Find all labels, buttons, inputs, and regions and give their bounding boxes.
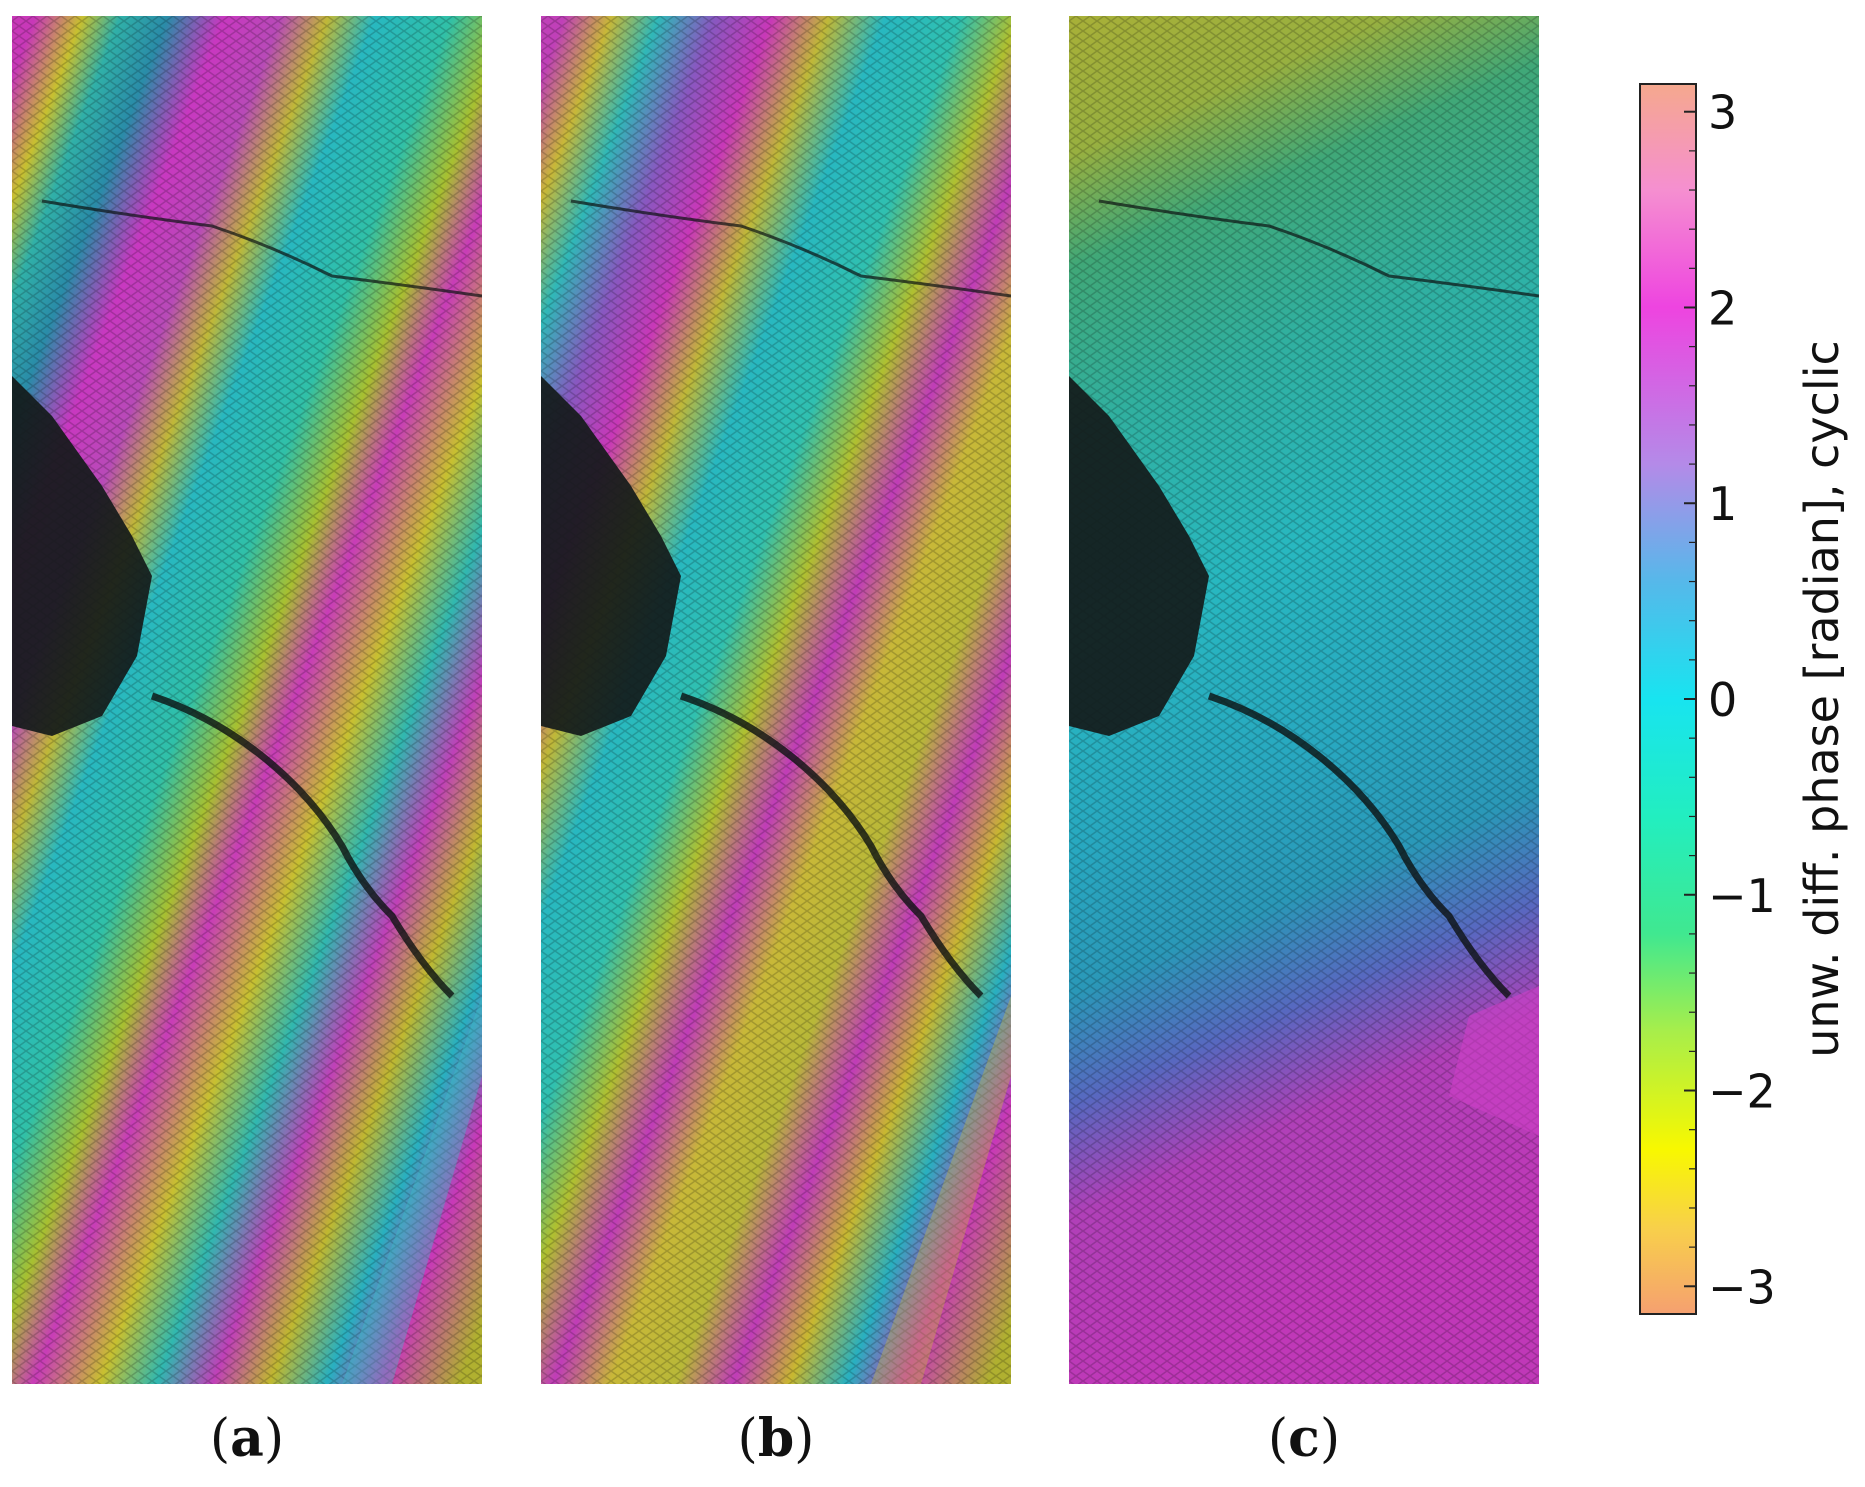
interferogram-panel-a (12, 16, 482, 1384)
colorbar: 3 2 1 0 −1 −2 −3 unw. diff. phase [radian], cy… (1639, 83, 1849, 1315)
panel-label-a: (a) (209, 1408, 285, 1469)
colorbar-scale (1639, 83, 1697, 1315)
water-body (1069, 376, 1209, 736)
colorbar-tick-label: 3 (1708, 86, 1737, 140)
panel-label-c: (c) (1267, 1408, 1341, 1469)
colorbar-tick-label: 2 (1708, 281, 1737, 335)
colorbar-tick-label: 1 (1708, 477, 1737, 531)
river-upper (41, 199, 482, 298)
water-body (541, 376, 681, 736)
river-upper (570, 199, 1011, 298)
colorbar-tick-label: 0 (1708, 673, 1737, 727)
fault-fringe (871, 996, 1011, 1384)
colorbar-tick-label: −3 (1708, 1260, 1776, 1314)
water-body (12, 376, 152, 736)
fault-fringe (342, 996, 482, 1384)
panel-label-b: (b) (737, 1408, 815, 1469)
river-main (679, 692, 984, 999)
colorbar-tick-label: −1 (1708, 869, 1776, 923)
river-upper (1098, 199, 1539, 298)
colorbar-ticks: 3 2 1 0 −1 −2 −3 (1684, 86, 1776, 1314)
interferogram-panel-b (541, 16, 1011, 1384)
colorbar-tick-label: −2 (1708, 1065, 1776, 1119)
fault-fringe (1449, 986, 1539, 1136)
interferogram-panel-c (1069, 16, 1539, 1384)
colorbar-label: unw. diff. phase [radian], cyclic (1795, 340, 1849, 1058)
river-main (1207, 692, 1512, 999)
river-main (150, 692, 455, 999)
